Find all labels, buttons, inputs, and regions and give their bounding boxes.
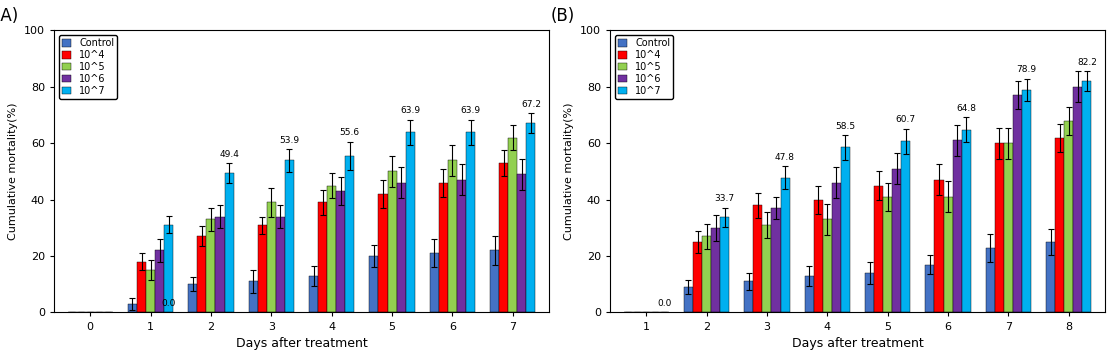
Text: 55.6: 55.6 xyxy=(340,128,360,137)
Bar xyxy=(188,284,197,312)
Bar xyxy=(439,183,448,312)
Bar xyxy=(249,281,258,312)
Bar xyxy=(466,132,475,312)
Bar xyxy=(865,273,874,312)
X-axis label: Days after treatment: Days after treatment xyxy=(792,337,923,350)
Bar xyxy=(499,163,508,312)
Bar xyxy=(1064,121,1073,312)
Bar xyxy=(508,137,517,312)
Text: 33.7: 33.7 xyxy=(715,194,735,203)
Bar xyxy=(128,304,137,312)
Bar xyxy=(823,220,832,312)
Bar xyxy=(216,217,225,312)
Bar xyxy=(137,262,146,312)
Bar xyxy=(490,250,499,312)
Bar xyxy=(1046,242,1055,312)
Bar xyxy=(772,208,781,312)
Bar xyxy=(892,169,902,312)
Bar xyxy=(986,248,995,312)
Text: 67.2: 67.2 xyxy=(520,100,540,109)
X-axis label: Days after treatment: Days after treatment xyxy=(236,337,367,350)
Bar xyxy=(207,220,216,312)
Bar xyxy=(1082,81,1092,312)
Bar xyxy=(146,270,155,312)
Bar xyxy=(1073,87,1082,312)
Text: 0.0: 0.0 xyxy=(161,299,176,308)
Bar xyxy=(517,174,526,312)
Bar xyxy=(406,132,415,312)
Bar xyxy=(711,228,721,312)
Bar xyxy=(781,178,790,312)
Bar xyxy=(327,186,336,312)
Text: (B): (B) xyxy=(550,7,575,25)
Text: 58.5: 58.5 xyxy=(835,122,855,131)
Bar xyxy=(1013,95,1022,312)
Bar xyxy=(336,191,346,312)
Bar xyxy=(1022,90,1031,312)
Bar xyxy=(448,160,457,312)
Bar xyxy=(346,156,355,312)
Bar xyxy=(995,143,1004,312)
Bar xyxy=(832,183,841,312)
Bar xyxy=(267,202,276,312)
Bar xyxy=(526,123,536,312)
Bar xyxy=(962,130,971,312)
Bar xyxy=(721,217,729,312)
Text: 78.9: 78.9 xyxy=(1016,65,1036,75)
Bar xyxy=(397,183,406,312)
Bar xyxy=(430,253,439,312)
Bar xyxy=(944,197,953,312)
Bar xyxy=(197,236,207,312)
Bar xyxy=(388,171,397,312)
Bar xyxy=(1055,137,1064,312)
Bar xyxy=(285,160,294,312)
Text: 53.9: 53.9 xyxy=(279,136,299,145)
Bar xyxy=(744,281,753,312)
Bar xyxy=(902,141,911,312)
Bar xyxy=(883,197,892,312)
Bar xyxy=(155,250,165,312)
Text: 49.4: 49.4 xyxy=(219,150,239,159)
Text: 63.9: 63.9 xyxy=(400,106,420,115)
Bar xyxy=(702,236,711,312)
Text: (A): (A) xyxy=(0,7,19,25)
Text: 63.9: 63.9 xyxy=(460,106,480,115)
Y-axis label: Cumulative mortality(%): Cumulative mortality(%) xyxy=(9,103,19,240)
Bar xyxy=(684,287,693,312)
Legend: Control, 10^4, 10^5, 10^6, 10^7: Control, 10^4, 10^5, 10^6, 10^7 xyxy=(59,35,117,99)
Y-axis label: Cumulative mortality(%): Cumulative mortality(%) xyxy=(565,103,575,240)
Bar xyxy=(309,276,318,312)
Bar xyxy=(165,225,173,312)
Bar xyxy=(814,200,823,312)
Bar xyxy=(276,217,285,312)
Bar xyxy=(953,140,962,312)
Bar xyxy=(225,173,234,312)
Text: 0.0: 0.0 xyxy=(657,299,672,308)
Text: 47.8: 47.8 xyxy=(775,153,795,162)
Bar xyxy=(693,242,702,312)
Text: 82.2: 82.2 xyxy=(1078,57,1096,66)
Bar xyxy=(318,202,327,312)
Bar xyxy=(934,180,944,312)
Text: 60.7: 60.7 xyxy=(896,115,916,124)
Bar xyxy=(1004,143,1013,312)
Bar xyxy=(378,194,388,312)
Bar xyxy=(457,180,466,312)
Bar xyxy=(753,205,763,312)
Legend: Control, 10^4, 10^5, 10^6, 10^7: Control, 10^4, 10^5, 10^6, 10^7 xyxy=(615,35,673,99)
Bar xyxy=(369,256,378,312)
Text: 64.8: 64.8 xyxy=(956,104,976,113)
Bar xyxy=(763,225,772,312)
Bar xyxy=(874,186,883,312)
Bar xyxy=(925,265,934,312)
Bar xyxy=(841,147,850,312)
Bar xyxy=(258,225,267,312)
Bar xyxy=(805,276,814,312)
